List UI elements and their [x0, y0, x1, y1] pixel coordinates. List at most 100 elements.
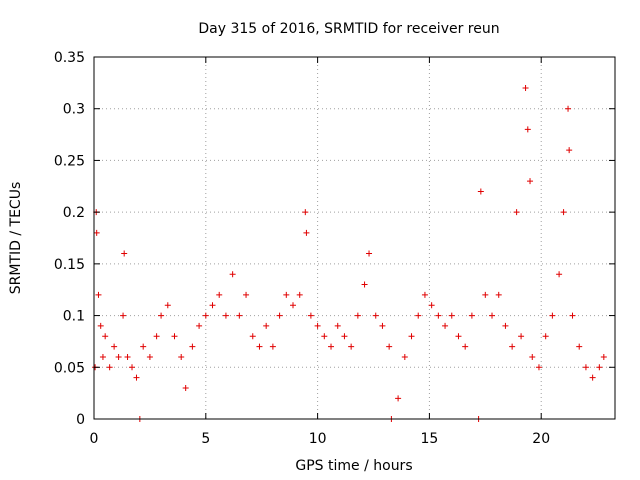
data-point: [566, 147, 573, 154]
y-tick-label: 0.1: [63, 309, 85, 325]
data-point: [442, 322, 449, 329]
data-point: [140, 343, 147, 350]
data-point: [379, 322, 386, 329]
data-point: [222, 312, 229, 319]
y-tick-label: 0.05: [54, 360, 85, 376]
data-point: [269, 343, 276, 350]
data-point: [196, 322, 203, 329]
data-point: [535, 364, 542, 371]
x-tick-label: 15: [420, 431, 438, 447]
data-point: [455, 333, 462, 340]
data-point: [518, 333, 525, 340]
data-point: [276, 312, 283, 319]
data-point: [93, 229, 100, 236]
data-point: [366, 250, 373, 257]
data-points: [92, 85, 607, 422]
data-point: [408, 333, 415, 340]
chart-title: Day 315 of 2016, SRMTID for receiver reu…: [198, 21, 499, 37]
data-point: [522, 85, 529, 92]
data-point: [589, 374, 596, 381]
data-point: [121, 250, 128, 257]
y-tick-label: 0.25: [54, 153, 85, 169]
data-point: [99, 353, 106, 360]
x-tick-label: 0: [90, 431, 99, 447]
grid-lines: [94, 57, 615, 419]
data-point: [468, 312, 475, 319]
data-point: [415, 312, 422, 319]
data-point: [95, 291, 102, 298]
data-point: [600, 353, 607, 360]
y-tick-label: 0.3: [63, 102, 85, 118]
data-point: [307, 312, 314, 319]
data-point: [102, 333, 109, 340]
data-point: [178, 353, 185, 360]
data-point: [527, 178, 534, 185]
data-point: [386, 343, 393, 350]
data-point: [249, 333, 256, 340]
data-point: [542, 333, 549, 340]
data-point: [115, 353, 122, 360]
data-point: [314, 322, 321, 329]
data-point: [576, 343, 583, 350]
y-axis-title: SRMTID / TECUs: [8, 182, 24, 295]
data-point: [582, 364, 589, 371]
data-point: [283, 291, 290, 298]
data-point: [361, 281, 368, 288]
data-point: [124, 353, 131, 360]
data-point: [153, 333, 160, 340]
data-point: [462, 343, 469, 350]
data-point: [129, 364, 136, 371]
data-point: [448, 312, 455, 319]
data-point: [509, 343, 516, 350]
x-tick-labels: 0 5 10 15 20: [90, 431, 551, 447]
data-point: [529, 353, 536, 360]
data-point: [401, 353, 408, 360]
data-point: [243, 291, 250, 298]
data-point: [229, 271, 236, 278]
data-point: [321, 333, 328, 340]
data-point: [164, 302, 171, 309]
data-point: [303, 229, 310, 236]
x-axis-title: GPS time / hours: [295, 458, 412, 474]
data-point: [202, 312, 209, 319]
data-point: [428, 302, 435, 309]
data-point: [421, 291, 428, 298]
x-tick-label: 10: [309, 431, 327, 447]
data-point: [395, 395, 402, 402]
data-point: [120, 312, 127, 319]
data-point: [263, 322, 270, 329]
data-point: [596, 364, 603, 371]
data-point: [569, 312, 576, 319]
y-tick-label: 0: [76, 412, 85, 428]
data-point: [556, 271, 563, 278]
data-point: [158, 312, 165, 319]
y-tick-label: 0.35: [54, 50, 85, 66]
y-tick-labels: 0 0.05 0.1 0.15 0.2 0.25 0.3 0.35: [54, 50, 85, 428]
data-point: [256, 343, 263, 350]
data-point: [216, 291, 223, 298]
data-point: [372, 312, 379, 319]
data-point: [106, 364, 113, 371]
data-point: [209, 302, 216, 309]
y-tick-label: 0.15: [54, 257, 85, 273]
data-point: [146, 353, 153, 360]
data-point: [111, 343, 118, 350]
data-point: [565, 105, 572, 112]
data-point: [477, 188, 484, 195]
data-point: [302, 209, 309, 216]
data-point: [133, 374, 140, 381]
data-point: [334, 322, 341, 329]
data-point: [435, 312, 442, 319]
data-point: [524, 126, 531, 133]
data-point: [341, 333, 348, 340]
x-tick-label: 5: [201, 431, 210, 447]
data-point: [502, 322, 509, 329]
data-point: [236, 312, 243, 319]
data-point: [495, 291, 502, 298]
data-point: [549, 312, 556, 319]
data-point: [348, 343, 355, 350]
data-point: [189, 343, 196, 350]
x-tick-label: 20: [532, 431, 550, 447]
data-point: [171, 333, 178, 340]
data-point: [328, 343, 335, 350]
